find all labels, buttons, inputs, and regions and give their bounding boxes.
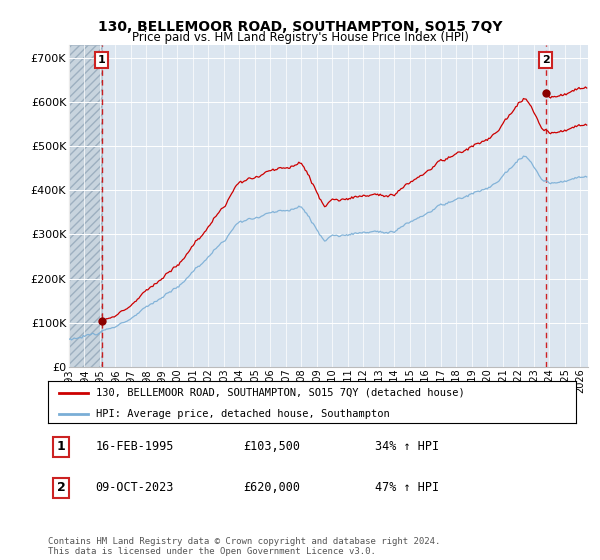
Text: 2: 2 <box>57 481 65 494</box>
Text: HPI: Average price, detached house, Southampton: HPI: Average price, detached house, Sout… <box>95 409 389 418</box>
Text: 1: 1 <box>98 55 106 65</box>
Text: This data is licensed under the Open Government Licence v3.0.: This data is licensed under the Open Gov… <box>48 547 376 556</box>
Text: 130, BELLEMOOR ROAD, SOUTHAMPTON, SO15 7QY (detached house): 130, BELLEMOOR ROAD, SOUTHAMPTON, SO15 7… <box>95 388 464 398</box>
Text: £103,500: £103,500 <box>244 440 301 454</box>
Text: 47% ↑ HPI: 47% ↑ HPI <box>376 481 439 494</box>
Text: 1: 1 <box>57 440 65 454</box>
Text: Contains HM Land Registry data © Crown copyright and database right 2024.: Contains HM Land Registry data © Crown c… <box>48 537 440 546</box>
Text: 16-FEB-1995: 16-FEB-1995 <box>95 440 174 454</box>
Text: 130, BELLEMOOR ROAD, SOUTHAMPTON, SO15 7QY: 130, BELLEMOOR ROAD, SOUTHAMPTON, SO15 7… <box>98 20 502 34</box>
Bar <box>69 45 102 367</box>
Text: 09-OCT-2023: 09-OCT-2023 <box>95 481 174 494</box>
Text: 2: 2 <box>542 55 550 65</box>
Text: 34% ↑ HPI: 34% ↑ HPI <box>376 440 439 454</box>
Text: Price paid vs. HM Land Registry's House Price Index (HPI): Price paid vs. HM Land Registry's House … <box>131 31 469 44</box>
Text: £620,000: £620,000 <box>244 481 301 494</box>
Bar <box>69 45 102 367</box>
